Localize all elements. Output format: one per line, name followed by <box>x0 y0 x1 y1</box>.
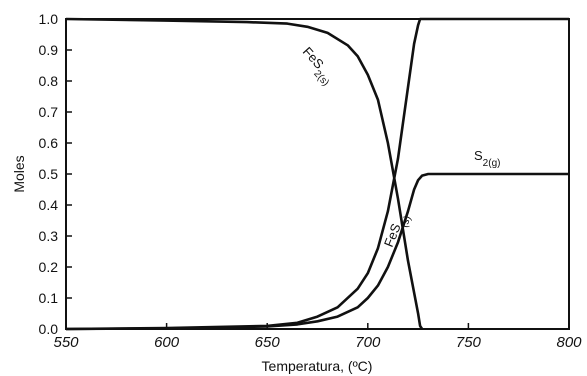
series-line-fes <box>65 17 569 331</box>
y-tick-label: 0.0 <box>39 321 59 337</box>
y-tick-label: 0.6 <box>39 135 59 151</box>
y-tick-label: 0.4 <box>39 197 59 213</box>
y-tick-label: 0.5 <box>39 166 59 182</box>
ticks: 550 600 650 700 750 800 0.0 0.1 0.2 0.3 0.4 0.5 0.6 0… <box>39 11 583 351</box>
y-axis-label: Moles <box>11 155 27 192</box>
y-tick-label: 0.3 <box>39 228 59 244</box>
x-axis-label: Temperatura, (ºC) <box>262 358 373 374</box>
y-tick-label: 0.8 <box>39 73 59 89</box>
series-line-fes2 <box>65 17 424 330</box>
x-tick-label: 700 <box>355 334 381 351</box>
series-line-s2 <box>65 172 569 331</box>
label-fes2: FeS2(s) <box>296 44 339 88</box>
x-tick-label: 550 <box>53 334 79 351</box>
curves <box>65 17 569 331</box>
y-tick-label: 0.9 <box>39 42 59 58</box>
y-tick-label: 0.1 <box>39 290 59 306</box>
y-tick-label: 0.2 <box>39 259 59 275</box>
x-tick-label: 600 <box>154 334 180 351</box>
y-tick-label: 1.0 <box>39 11 59 27</box>
label-s2: S2(g) <box>474 148 500 169</box>
x-tick-label: 650 <box>255 334 281 351</box>
x-tick-label: 800 <box>556 334 582 351</box>
x-tick-label: 750 <box>456 334 482 351</box>
y-tick-label: 0.7 <box>39 104 59 120</box>
